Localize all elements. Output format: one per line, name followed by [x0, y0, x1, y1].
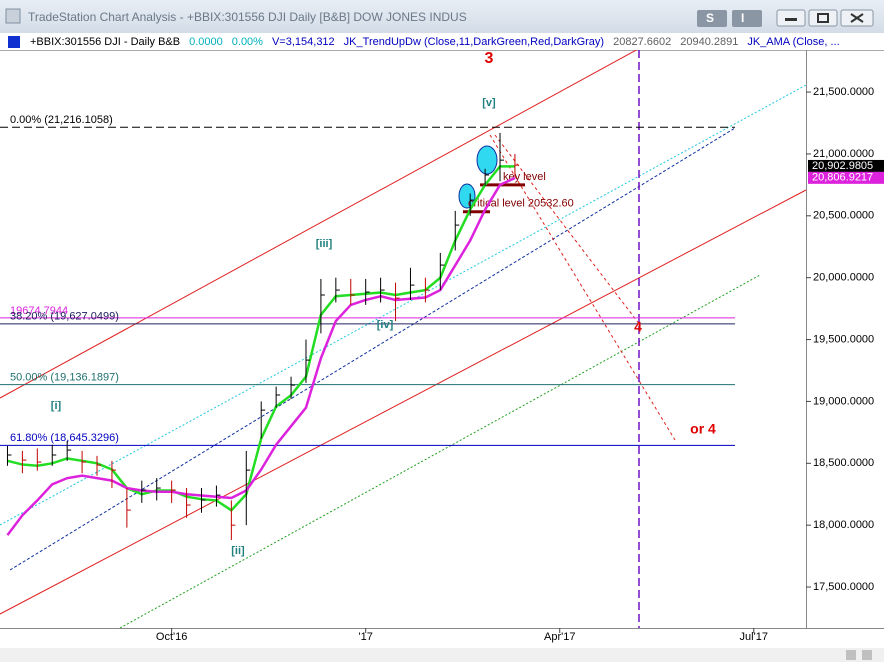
- s-button-label: S: [706, 11, 714, 25]
- zoom-in[interactable]: [862, 650, 872, 660]
- info-item: V=3,154,312: [272, 36, 335, 48]
- i-button-label: I: [741, 11, 744, 25]
- y-tick-label: 20,500.0000: [813, 210, 874, 222]
- info-item: 0.0000: [189, 36, 223, 48]
- info-item: +BBIX:301556 DJI - Daily B&B: [30, 36, 180, 48]
- symbol-icon: [8, 36, 20, 48]
- x-tick-label: Apr'17: [544, 631, 575, 643]
- window-title: TradeStation Chart Analysis - +BBIX:3015…: [28, 10, 467, 24]
- maximize-icon: [817, 13, 829, 23]
- x-tick-label: Oct'16: [156, 631, 187, 643]
- info-item: 20827.6602: [613, 36, 671, 48]
- info-item: JK_TrendUpDw (Close,11,DarkGreen,Red,Dar…: [344, 36, 604, 48]
- highlight: [476, 145, 498, 175]
- minimize-icon: [785, 18, 797, 21]
- green-trendline: [119, 274, 761, 628]
- last-value-box: [808, 159, 884, 172]
- fib-label: 0.00% (21,216.1058): [10, 114, 113, 126]
- last-value-label: 20,806.9217: [812, 172, 873, 184]
- maximize-button[interactable]: [808, 9, 838, 27]
- axes: 17,500.0000 18,000.0000 18,500.0000 19,000.…: [51, 50, 884, 643]
- info-item: 0.00%: [232, 36, 263, 48]
- fib-label: 61.80% (18,645.3296): [10, 432, 119, 444]
- wave-label: [v]: [482, 97, 496, 109]
- i-button[interactable]: [732, 10, 762, 27]
- channel-lower: [0, 189, 806, 615]
- indicator-line: [6, 176, 516, 536]
- wave-label: [ii]: [231, 545, 245, 557]
- zoom-out[interactable]: [846, 650, 856, 660]
- y-tick-label: 17,500.0000: [813, 581, 874, 593]
- wave-label: or 4: [690, 421, 716, 437]
- x-tick-label: Jul'17: [740, 631, 768, 643]
- info-item: 20940.2891: [680, 36, 738, 48]
- y-tick-label: 21,500.0000: [813, 86, 874, 98]
- wave-label: 3: [485, 50, 494, 67]
- fib-label: 19674.7944: [10, 305, 68, 317]
- channel-upper: [0, 50, 638, 399]
- drawings: [0, 50, 806, 628]
- red-projection: [494, 134, 641, 326]
- close-icon: [850, 13, 864, 23]
- last-value-box: [808, 171, 884, 184]
- scroll-strip: [0, 648, 884, 662]
- y-tick-label: 19,500.0000: [813, 333, 874, 345]
- wave-label: [iii]: [316, 238, 333, 250]
- y-tick-label: 19,000.0000: [813, 395, 874, 407]
- wave-label: [iv]: [377, 319, 394, 331]
- wave-label: [i]: [51, 400, 62, 412]
- s-button[interactable]: [697, 10, 727, 27]
- x-tick-label: '17: [359, 631, 373, 643]
- toolbar-buttons: S I: [697, 9, 874, 27]
- last-value-label: 20,902.9805: [812, 160, 873, 172]
- marked-level-label: critical level 20532.60: [468, 198, 574, 210]
- highlight: [458, 183, 476, 209]
- app-icon: [5, 8, 21, 24]
- indicator-line: [7, 165, 515, 512]
- info-line: +BBIX:301556 DJI - Daily B&B 0.0000 0.00% V…: [30, 36, 840, 48]
- y-tick-label: 21,000.0000: [813, 148, 874, 160]
- cyan-trendline: [0, 84, 806, 526]
- blue-trendline: [9, 127, 736, 571]
- y-tick-label: 20,000.0000: [813, 272, 874, 284]
- fib-label: 38.20% (19,627.0499): [10, 311, 119, 323]
- y-tick-label: 18,500.0000: [813, 457, 874, 469]
- wave-label: 4: [634, 319, 642, 335]
- y-tick-label: 18,000.0000: [813, 519, 874, 531]
- info-item: JK_AMA (Close, ...: [747, 36, 839, 48]
- fib-label: 50.00% (19,136.1897): [10, 371, 119, 383]
